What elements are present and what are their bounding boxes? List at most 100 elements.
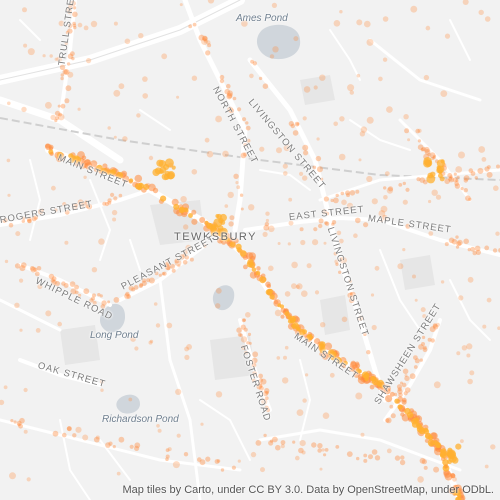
heat-point xyxy=(495,231,500,236)
heat-point xyxy=(176,95,180,99)
heat-point xyxy=(184,255,189,260)
heat-point xyxy=(42,54,46,58)
heat-point xyxy=(324,221,328,225)
map-attribution: Map tiles by Carto, under CC BY 3.0. Dat… xyxy=(122,484,494,496)
heat-point xyxy=(276,147,282,154)
heat-point xyxy=(23,43,28,48)
heat-point xyxy=(420,307,426,313)
heat-point xyxy=(283,144,291,152)
heat-point xyxy=(431,189,438,196)
heat-point xyxy=(356,73,361,78)
heat-point xyxy=(284,345,289,350)
heat-point xyxy=(71,203,78,210)
heat-point xyxy=(349,190,356,196)
heat-point xyxy=(83,201,88,205)
heat-point xyxy=(98,238,105,245)
heat-point xyxy=(237,107,242,112)
heat-point xyxy=(75,426,82,433)
heat-point xyxy=(302,144,309,151)
heat-point xyxy=(274,309,282,317)
heat-point xyxy=(145,182,151,188)
heat-point xyxy=(31,216,37,222)
heat-point xyxy=(401,382,407,388)
heat-point xyxy=(204,220,209,225)
heat-point xyxy=(405,187,410,192)
heat-point xyxy=(233,173,239,179)
heat-point xyxy=(295,284,300,289)
heat-point xyxy=(179,3,183,7)
heat-point xyxy=(470,246,476,252)
heat-point xyxy=(219,227,228,236)
heat-point xyxy=(266,408,270,413)
heat-point xyxy=(215,287,222,294)
heat-point xyxy=(468,197,472,201)
heat-point xyxy=(201,38,208,45)
heat-point xyxy=(359,131,366,137)
heat-point xyxy=(385,418,390,423)
heat-point xyxy=(77,22,83,28)
heat-point xyxy=(370,375,376,382)
heat-point xyxy=(219,74,225,80)
heat-point xyxy=(214,224,219,229)
heat-point xyxy=(176,433,181,438)
heat-point xyxy=(349,90,354,95)
heat-point xyxy=(191,218,198,225)
heat-point xyxy=(418,344,424,350)
heat-point xyxy=(229,215,235,221)
heat-point xyxy=(100,304,106,309)
heat-point xyxy=(454,183,461,189)
heat-point xyxy=(178,207,185,214)
foster-road xyxy=(238,318,272,412)
heat-point xyxy=(67,71,74,78)
heat-point xyxy=(478,146,486,153)
heat-point xyxy=(433,440,438,446)
heat-point xyxy=(7,193,11,197)
heat-point xyxy=(236,185,241,190)
heat-point xyxy=(272,436,278,443)
heat-point xyxy=(455,235,459,239)
heat-point xyxy=(191,75,198,81)
heat-point xyxy=(158,273,162,277)
heat-point xyxy=(402,248,406,252)
heat-point xyxy=(138,185,143,190)
small-pond-shape xyxy=(212,285,235,311)
heat-point xyxy=(146,278,151,283)
heat-point xyxy=(257,381,262,386)
heat-point xyxy=(113,297,120,303)
heat-point xyxy=(128,178,134,183)
heat-point xyxy=(265,289,272,296)
heat-point xyxy=(456,241,462,247)
heat-point xyxy=(118,83,125,90)
heat-point xyxy=(112,445,116,449)
heat-point xyxy=(346,202,354,210)
heat-point xyxy=(318,223,323,229)
heat-point xyxy=(164,264,171,270)
heat-point xyxy=(107,300,111,304)
heat-point xyxy=(287,242,291,246)
heat-point xyxy=(177,264,181,268)
livingston-road xyxy=(247,57,388,403)
heat-point xyxy=(67,9,72,15)
heat-point xyxy=(403,114,409,120)
heat-point xyxy=(280,444,285,449)
heat-point xyxy=(369,384,375,390)
heat-point xyxy=(428,231,434,236)
heat-point xyxy=(386,106,393,113)
heat-point xyxy=(68,153,74,159)
heat-point xyxy=(447,173,453,178)
heat-point xyxy=(387,186,394,192)
heat-point xyxy=(16,420,22,426)
heat-point xyxy=(382,16,389,22)
heat-point xyxy=(435,194,442,200)
heat-point xyxy=(227,92,233,99)
heat-point xyxy=(313,85,318,90)
heat-point xyxy=(130,336,137,342)
heat-point xyxy=(258,373,263,379)
heat-point xyxy=(63,283,69,288)
heat-point xyxy=(329,372,335,378)
heat-point xyxy=(62,202,67,207)
heat-point xyxy=(349,292,353,296)
heat-point xyxy=(319,467,323,471)
heat-point xyxy=(433,154,437,158)
